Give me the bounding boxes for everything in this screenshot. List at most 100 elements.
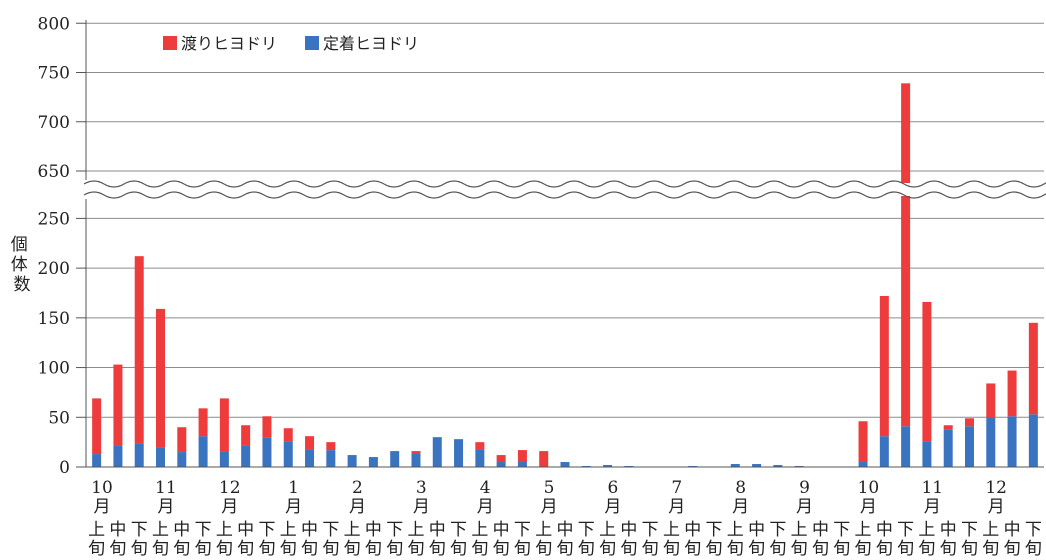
bar-resident	[603, 465, 613, 467]
x-decade-label: 上旬	[216, 520, 233, 559]
bar-migrant	[986, 383, 996, 418]
y-tick-label: 750	[38, 64, 70, 84]
x-month-label: 11 月	[155, 478, 177, 517]
bar-resident	[964, 426, 974, 467]
bar-resident	[92, 454, 102, 467]
bar-migrant	[496, 455, 506, 463]
x-decade-label: 下旬	[514, 520, 531, 559]
bar-migrant	[964, 418, 974, 427]
bar-resident	[113, 445, 123, 467]
x-month-label: 12 月	[219, 478, 241, 517]
bar-migrant	[134, 256, 144, 444]
x-decade-label: 下旬	[322, 520, 339, 559]
x-decade-label: 下旬	[1025, 520, 1042, 559]
bar-migrant	[177, 427, 187, 453]
x-month-label: 11 月	[921, 478, 943, 517]
bar-resident	[879, 436, 889, 467]
x-decade-label: 上旬	[918, 520, 935, 559]
bar-resident	[901, 426, 911, 467]
bar-migrant	[198, 408, 208, 437]
bar-migrant	[241, 425, 251, 446]
x-decade-label: 上旬	[599, 520, 616, 559]
y-tick-labels: 0 50 100 150 200 250 650 700 750 800	[38, 14, 70, 478]
x-decade-label: 中旬	[748, 520, 765, 559]
x-decade-label: 中旬	[684, 520, 701, 559]
x-decade-label: 中旬	[301, 520, 318, 559]
bar-migrant	[113, 364, 123, 446]
bar-migrant	[922, 301, 932, 442]
x-decade-label: 中旬	[237, 520, 254, 559]
x-decade-label: 上旬	[663, 520, 680, 559]
bar-resident	[262, 437, 272, 467]
bar-resident	[432, 437, 442, 467]
x-category-labels: 10 月11 月12 月1 月2 月3 月4 月5 月6 月7 月8 月9 月10 月11 月12 月上旬中旬…	[88, 478, 1042, 559]
bar-resident	[560, 462, 570, 467]
x-decade-label: 中旬	[109, 520, 126, 559]
axis-break-wave-upper	[83, 180, 1046, 188]
y-tick-label: 250	[38, 209, 70, 229]
x-decade-label: 下旬	[131, 520, 148, 559]
legend-swatch-resident	[305, 36, 319, 50]
bar-resident	[943, 429, 953, 467]
x-month-label: 10 月	[91, 478, 113, 517]
x-decade-label: 下旬	[706, 520, 723, 559]
legend-label-resident: 定着ヒヨドリ	[323, 34, 419, 53]
x-decade-label: 上旬	[88, 520, 105, 559]
x-decade-label: 中旬	[1004, 520, 1021, 559]
bar-resident	[730, 464, 740, 467]
bar-migrant	[156, 308, 166, 448]
y-tick-label: 50	[48, 408, 70, 428]
y-tick-label: 650	[38, 162, 70, 182]
x-decade-label: 上旬	[344, 520, 361, 559]
bar-resident	[752, 464, 762, 467]
x-decade-label: 中旬	[876, 520, 893, 559]
x-decade-label: 中旬	[557, 520, 574, 559]
y-axis-label: 個 体 数	[11, 235, 33, 295]
bar-migrant	[262, 416, 272, 438]
x-decade-label: 中旬	[620, 520, 637, 559]
bar-resident	[496, 462, 506, 467]
bar-migrant	[305, 436, 315, 450]
bar-resident	[326, 450, 336, 467]
x-month-label: 12 月	[985, 478, 1007, 517]
bar-migrant	[92, 398, 102, 455]
x-decade-label: 下旬	[258, 520, 275, 559]
x-decade-label: 上旬	[280, 520, 297, 559]
x-decade-label: 上旬	[407, 520, 424, 559]
axis-break-fill	[85, 183, 1045, 196]
x-decade-label: 上旬	[855, 520, 872, 559]
bar-migrant	[879, 295, 889, 437]
axis-break	[83, 180, 1046, 199]
legend-swatch-migrant	[163, 36, 177, 50]
bar-migrant	[858, 421, 868, 463]
y-tick-label: 0	[59, 458, 70, 478]
x-decade-label: 上旬	[535, 520, 552, 559]
bar-resident	[922, 441, 932, 467]
bar-migrant	[517, 450, 527, 463]
x-decade-label: 下旬	[833, 520, 850, 559]
x-decade-label: 中旬	[173, 520, 190, 559]
y-tick-label: 100	[38, 359, 70, 379]
bar-resident	[305, 449, 315, 467]
bar-resident	[1007, 416, 1017, 467]
y-tick-label: 150	[38, 309, 70, 329]
bar-resident	[368, 457, 378, 467]
bar-migrant	[901, 83, 911, 427]
x-decade-label: 中旬	[429, 520, 446, 559]
x-decade-label: 上旬	[982, 520, 999, 559]
bar-resident	[177, 452, 187, 467]
x-decade-label: 上旬	[791, 520, 808, 559]
bar-migrant	[943, 425, 953, 430]
bar-resident	[219, 451, 229, 467]
bar-resident	[390, 451, 400, 467]
bar-resident	[517, 462, 527, 467]
x-month-label: 10 月	[858, 478, 880, 517]
x-decade-label: 下旬	[769, 520, 786, 559]
